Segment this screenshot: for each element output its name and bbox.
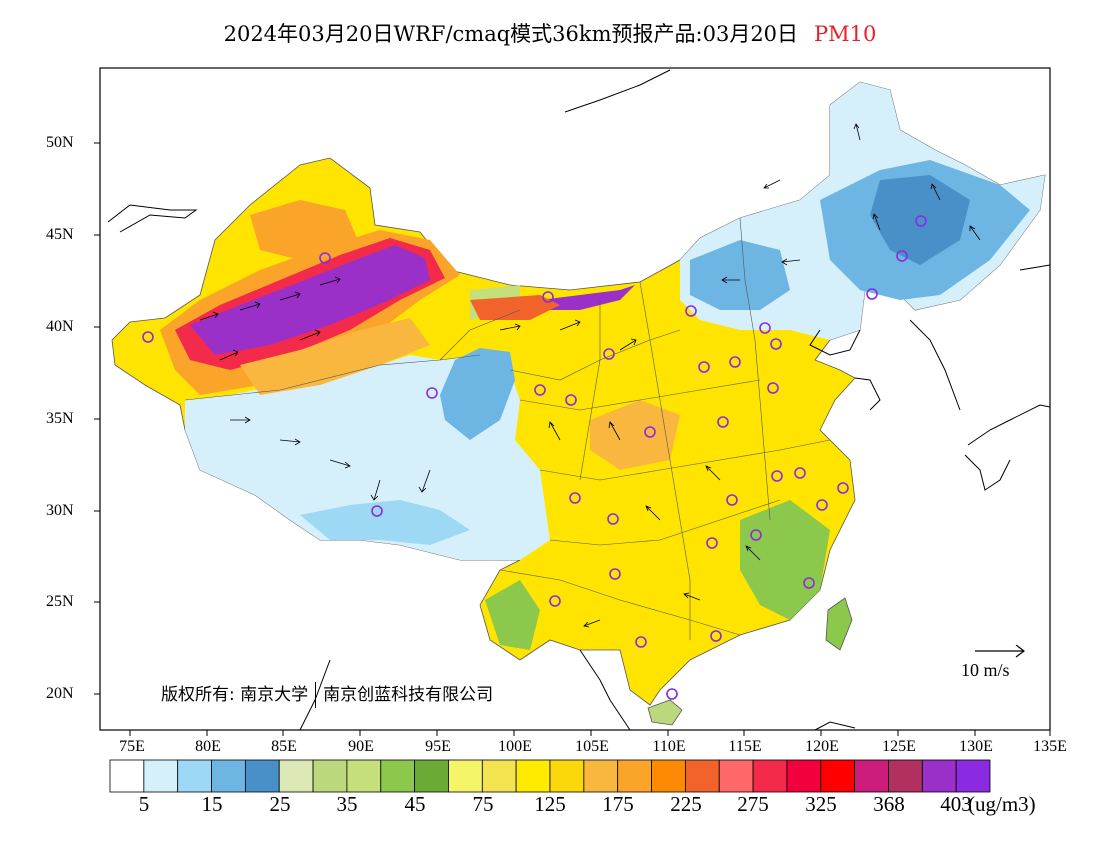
colorbar-label: 225 [670,792,702,816]
lon-label-110e: 110E [652,738,686,755]
south-green-west [485,580,540,650]
hainan [647,699,683,726]
title-variable: PM10 [814,22,877,46]
colorbar-label: 35 [336,792,358,816]
copyright-text: 版权所有: 南京大学 南京创蓝科技有限公司 [161,680,493,708]
wind-scale-label: 10 m/s [961,660,1010,680]
colorbar-swatch [684,759,720,793]
taklimakan-orange [240,318,430,395]
colorbar-label: 275 [737,792,769,816]
inner-mongolia-purple [540,285,635,310]
colorbar-swatch [278,759,314,793]
colorbar-swatch [820,759,856,793]
colorbar-swatch [143,759,179,793]
colorbar-swatch [481,759,517,793]
inner-mongolia-red [470,295,560,320]
colorbar-swatch [651,759,686,793]
colorbar-swatch [718,759,754,793]
lon-label-90e: 90E [348,738,374,755]
colorbar-label: 368 [873,792,905,816]
colorbar-label: 75 [472,792,494,816]
colorbar-swatch [515,759,551,793]
lat-label-50n: 50N [46,134,74,151]
colorbar-swatch [109,759,145,793]
lon-label-120e: 120E [805,738,839,755]
lat-label-25n: 25N [46,593,74,610]
colorbar-swatch [955,759,991,793]
north-china-blue [690,240,790,310]
colorbar-swatch [854,759,889,793]
lat-label-30n: 30N [46,502,74,519]
lat-label-40n: 40N [46,318,74,335]
copyright-separator [315,682,317,708]
taiwan [825,597,853,651]
colorbar-unit: (ug/m3) [968,792,1036,816]
lon-label-95e: 95E [425,738,451,755]
lon-label-125e: 125E [882,738,916,755]
map-frame [99,67,1051,731]
wind-scale-arrow [975,644,1025,658]
colorbar-label: 125 [534,792,566,816]
lat-label-35n: 35N [46,410,74,427]
colorbar-label: 45 [404,792,426,816]
lat-label-45n: 45N [46,226,74,243]
colorbar-label: 175 [602,792,634,816]
colorbar-swatch [549,759,585,793]
colorbar-label: 403 [940,792,972,816]
colorbar-swatch [448,759,483,793]
lon-label-85e: 85E [271,738,297,755]
junggar-orange [250,200,360,260]
lon-label-80e: 80E [195,738,221,755]
wind-vectors [199,123,981,628]
lon-label-115e: 115E [728,738,762,755]
colorbar-swatch [244,759,280,793]
colorbar-swatch [752,759,788,793]
colorbar-label: 5 [138,792,150,816]
northeast-dark-blue [870,175,970,265]
lon-ticks [129,730,1051,736]
colorbar-swatch [380,759,416,793]
lon-label-130e: 130E [959,738,993,755]
colorbar-swatch [346,759,382,793]
city-markers [142,215,927,700]
colorbar-swatch [211,759,246,793]
lat-label-20n: 20N [46,685,74,702]
colorbar [109,759,991,793]
colorbar-swatch [414,759,449,793]
tibet-blue-patches [300,500,470,545]
colorbar-swatch [617,759,652,793]
copyright-partner: 南京创蓝科技有限公司 [323,685,494,705]
copyright-owner: 版权所有: 南京大学 [161,685,309,705]
lon-label-75e: 75E [119,738,145,755]
colorbar-swatch [921,759,957,793]
colorbar-swatch [786,759,822,793]
colorbar-label: 15 [201,792,223,816]
colorbar-swatch [583,759,619,793]
map-title: 2024年03月20日WRF/cmaq模式36km预报产品:03月20日 PM10 [0,18,1100,48]
china-concentration-field [111,81,1046,726]
colorbar-label: 25 [269,792,291,816]
colorbar-swatch [177,759,212,793]
lon-label-135e: 135E [1033,738,1067,755]
lon-label-100e: 100E [498,738,532,755]
southeast-green [740,500,830,620]
colorbar-swatch [312,759,348,793]
colorbar-label: 325 [805,792,837,816]
title-main: 2024年03月20日WRF/cmaq模式36km预报产品:03月20日 [223,22,799,46]
province-boundaries [184,217,831,640]
qinghai-blue [440,348,515,440]
lon-label-105e: 105E [575,738,609,755]
coastlines [107,69,1051,731]
colorbar-swatch [888,759,923,793]
xinjiang-purple [190,245,430,355]
central-orange [590,400,680,470]
lat-ticks [94,142,100,695]
